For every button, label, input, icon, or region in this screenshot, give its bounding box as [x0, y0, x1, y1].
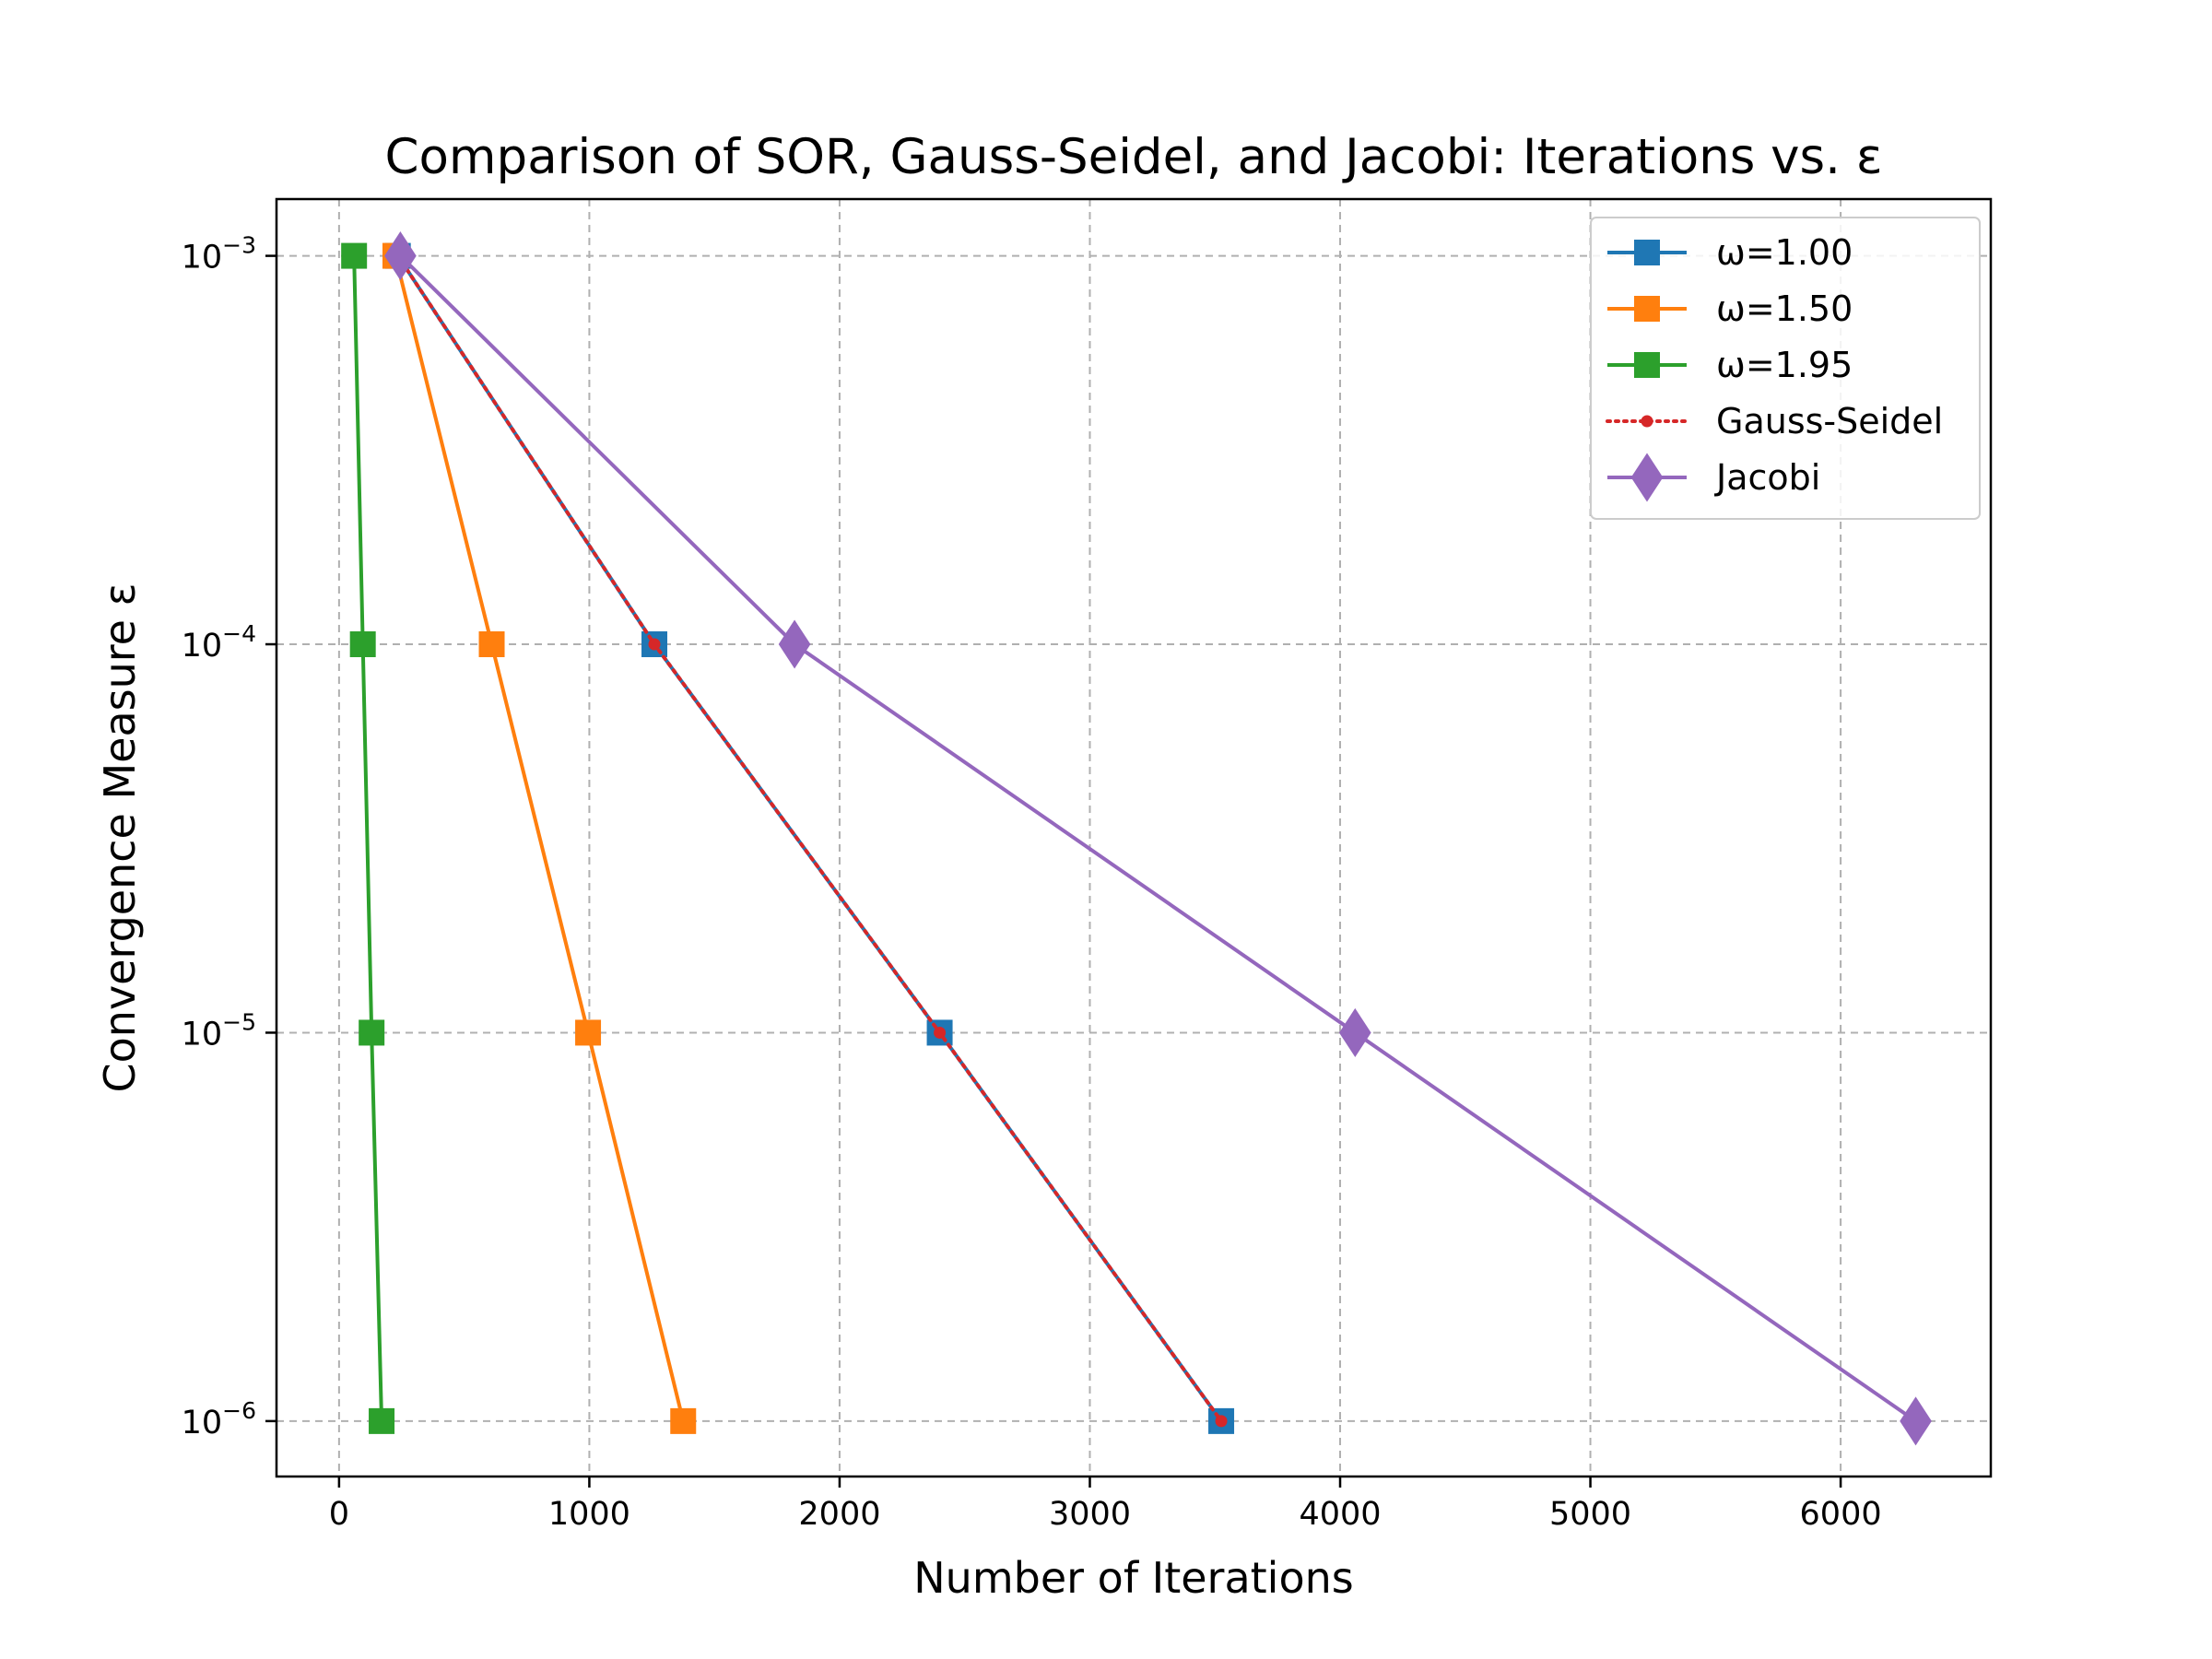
legend-label: Gauss-Seidel	[1716, 401, 1943, 441]
y-axis-label: Convergence Measure ε	[95, 583, 145, 1093]
data-point-jacobi	[1900, 1396, 1932, 1446]
series-layer	[341, 231, 1932, 1446]
legend-marker	[1634, 352, 1660, 378]
data-point-1-50	[478, 631, 505, 658]
x-tick-label: 2000	[798, 1496, 880, 1533]
data-point-gauss-seidel	[934, 1026, 947, 1039]
data-point-1-50	[575, 1019, 602, 1046]
legend: ω=1.00 ω=1.50 ω=1.95 Gauss-Seidel Jacobi	[1590, 217, 1981, 520]
axis-ticks: 0 1000 2000 3000 4000 5000 6000 10−3 10−4 10−5 10−…	[182, 232, 1882, 1533]
y-tick-label: 10−3	[182, 232, 256, 276]
legend-box	[1590, 217, 1981, 520]
legend-label: ω=1.95	[1716, 345, 1853, 385]
chart-title: Comparison of SOR, Gauss-Seidel, and Jac…	[384, 129, 1882, 185]
data-point-gauss-seidel	[648, 638, 661, 651]
x-tick-label: 4000	[1299, 1496, 1381, 1533]
y-tick-label: 10−6	[182, 1397, 256, 1441]
data-point-jacobi	[778, 619, 811, 669]
y-tick-label: 10−4	[182, 620, 256, 665]
x-tick-label: 6000	[1800, 1496, 1882, 1533]
series-line-1-95	[352, 255, 384, 1421]
legend-entry-1-95: ω=1.95	[1607, 345, 1853, 385]
plot-area-frame	[275, 197, 1993, 1478]
data-point-jacobi	[1338, 1007, 1371, 1057]
y-tick-label: 10−5	[182, 1008, 256, 1053]
legend-marker	[1634, 240, 1660, 265]
series-line-1-50	[394, 255, 686, 1422]
data-point-jacobi	[384, 231, 417, 281]
legend-entry-jacobi: Jacobi	[1607, 453, 1820, 502]
series-line-gauss-seidel	[395, 253, 1224, 1423]
legend-entry-1-00: ω=1.00	[1607, 232, 1853, 273]
x-tick-label: 3000	[1049, 1496, 1131, 1533]
legend-marker	[1634, 296, 1660, 322]
x-axis-label: Number of Iterations	[913, 1553, 1353, 1603]
legend-entry-gauss-seidel: Gauss-Seidel	[1606, 401, 1943, 441]
legend-label: Jacobi	[1714, 457, 1820, 498]
series-jacobi	[384, 231, 1932, 1446]
data-point-1-95	[369, 1407, 395, 1434]
x-tick-label: 0	[329, 1496, 349, 1533]
data-point-1-50	[670, 1407, 697, 1434]
data-point-1-95	[349, 631, 376, 658]
x-tick-label: 5000	[1549, 1496, 1631, 1533]
data-point-gauss-seidel	[1215, 1415, 1228, 1428]
data-point-1-95	[341, 242, 368, 269]
series-line-jacobi	[399, 254, 1917, 1423]
series-1-95	[341, 242, 395, 1434]
legend-marker	[1630, 453, 1664, 502]
data-point-1-95	[359, 1019, 385, 1046]
legend-label: ω=1.50	[1716, 288, 1853, 329]
legend-label: ω=1.00	[1716, 232, 1853, 273]
legend-marker	[1641, 415, 1653, 428]
x-tick-label: 1000	[548, 1496, 630, 1533]
data-point-1-00	[641, 631, 668, 658]
legend-entry-1-50: ω=1.50	[1607, 288, 1853, 329]
